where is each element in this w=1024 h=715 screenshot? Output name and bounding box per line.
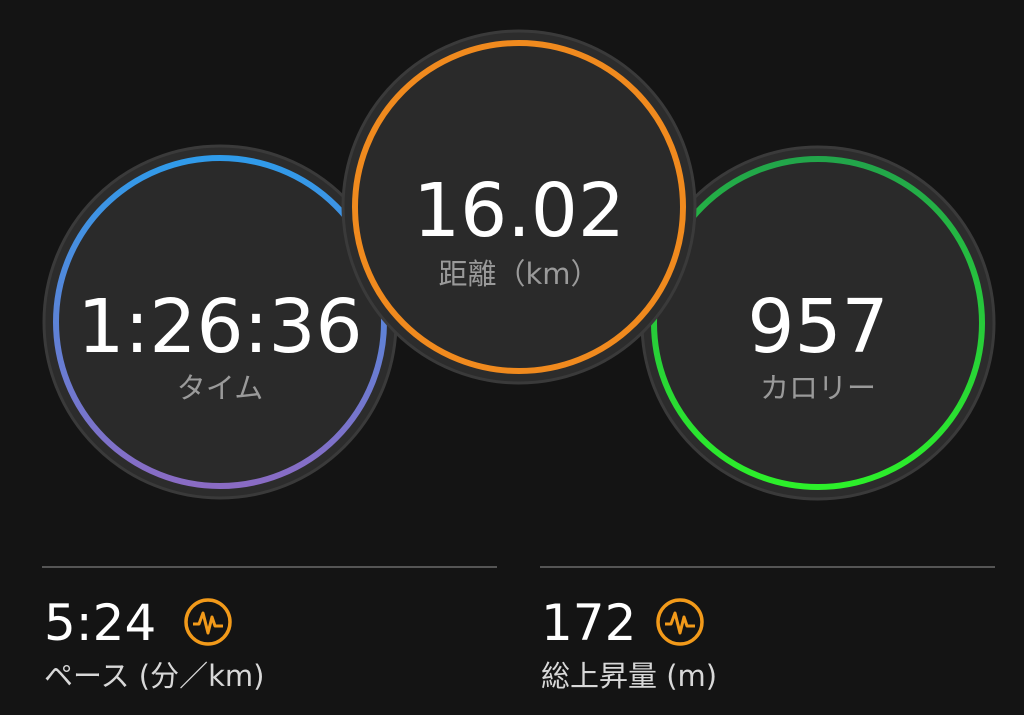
icon-wave — [193, 611, 223, 635]
icon-ring — [184, 598, 232, 646]
stat-value: 16.02 — [413, 168, 625, 254]
distance-badge[interactable]: 16.02 距離（km） — [341, 29, 697, 385]
chart-icon[interactable] — [184, 598, 232, 646]
stat-label: カロリー — [760, 371, 876, 405]
stat-value: 1:26:36 — [77, 284, 362, 370]
calorie-badge[interactable]: 957 カロリー — [640, 145, 996, 501]
icon-wave — [665, 611, 695, 635]
badge-ring — [352, 40, 686, 374]
pace-detail: 5:24 ペース (分／km) — [44, 594, 264, 693]
stat-label: 距離（km） — [438, 257, 599, 291]
detail-value: 172 — [541, 594, 636, 652]
badge-ring — [651, 156, 985, 490]
detail-label: 総上昇量 (m) — [541, 659, 717, 693]
detail-label: ペース (分／km) — [44, 659, 264, 693]
icon-ring — [656, 598, 704, 646]
time-badge[interactable]: 1:26:36 タイム — [42, 144, 398, 500]
stat-label: タイム — [177, 371, 263, 405]
chart-icon[interactable] — [656, 598, 704, 646]
stat-value: 957 — [747, 284, 888, 370]
detail-value: 5:24 — [44, 594, 156, 652]
ascent-detail: 172 総上昇量 (m) — [541, 594, 717, 693]
